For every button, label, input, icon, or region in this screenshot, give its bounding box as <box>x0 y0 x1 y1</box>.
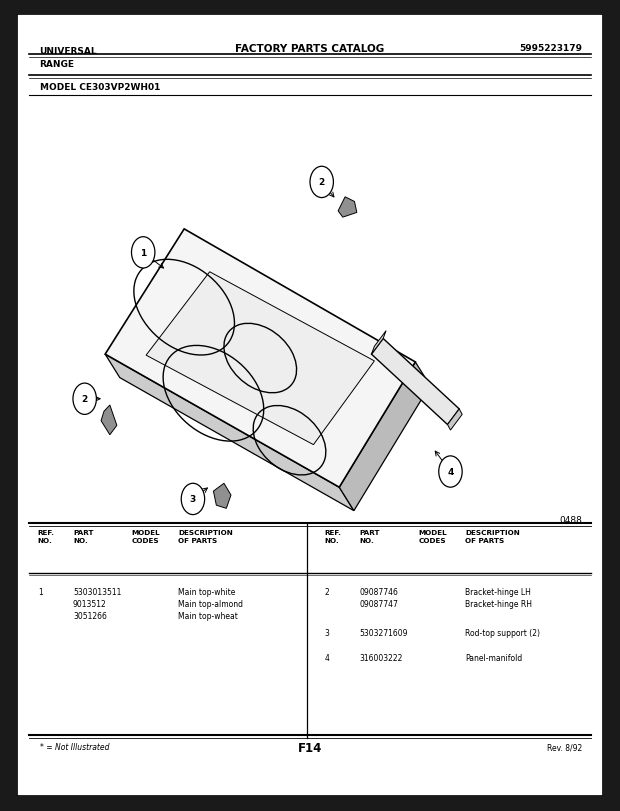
Text: 4: 4 <box>447 467 454 476</box>
Text: 5303271609: 5303271609 <box>360 629 408 637</box>
Text: 5995223179: 5995223179 <box>519 45 582 54</box>
Circle shape <box>181 483 205 515</box>
Text: 1: 1 <box>38 588 43 597</box>
Text: Rev. 8/92: Rev. 8/92 <box>547 742 582 752</box>
Text: PART
NO.: PART NO. <box>360 530 380 543</box>
Text: 4: 4 <box>325 654 329 663</box>
Text: MODEL
CODES: MODEL CODES <box>418 530 447 543</box>
Text: 0488: 0488 <box>559 515 582 524</box>
Text: 2: 2 <box>319 178 325 187</box>
Circle shape <box>131 238 155 268</box>
Polygon shape <box>146 272 374 445</box>
Polygon shape <box>213 483 231 508</box>
Text: Panel-manifold: Panel-manifold <box>465 654 522 663</box>
Text: Bracket-hinge LH
Bracket-hinge RH: Bracket-hinge LH Bracket-hinge RH <box>465 588 532 608</box>
Polygon shape <box>338 198 357 218</box>
Text: 1: 1 <box>140 248 146 258</box>
Polygon shape <box>371 331 386 354</box>
Text: 2: 2 <box>325 588 329 597</box>
Text: 5303013511
9013512
3051266: 5303013511 9013512 3051266 <box>73 588 122 620</box>
Text: REF.
NO.: REF. NO. <box>38 530 55 543</box>
Text: FACTORY PARTS CATALOG: FACTORY PARTS CATALOG <box>236 45 384 54</box>
Text: REF.
NO.: REF. NO. <box>325 530 342 543</box>
Text: 3: 3 <box>325 629 329 637</box>
Polygon shape <box>339 363 430 511</box>
Circle shape <box>439 457 462 487</box>
Text: F14: F14 <box>298 741 322 754</box>
Text: MODEL CE303VP2WH01: MODEL CE303VP2WH01 <box>40 83 160 92</box>
Polygon shape <box>371 339 459 425</box>
Circle shape <box>73 384 96 415</box>
Text: 316003222: 316003222 <box>360 654 403 663</box>
Text: DESCRIPTION
OF PARTS: DESCRIPTION OF PARTS <box>465 530 520 543</box>
Polygon shape <box>105 354 354 511</box>
Text: Rod-top support (2): Rod-top support (2) <box>465 629 540 637</box>
Polygon shape <box>448 410 462 431</box>
Text: UNIVERSAL
RANGE: UNIVERSAL RANGE <box>40 47 97 69</box>
Circle shape <box>310 167 334 199</box>
Text: 2: 2 <box>82 395 88 404</box>
Polygon shape <box>105 230 415 487</box>
Polygon shape <box>101 406 117 436</box>
Text: DESCRIPTION
OF PARTS: DESCRIPTION OF PARTS <box>179 530 233 543</box>
Text: 09087746
09087747: 09087746 09087747 <box>360 588 399 608</box>
Text: 3: 3 <box>190 495 196 504</box>
Text: PART
NO.: PART NO. <box>73 530 94 543</box>
Text: MODEL
CODES: MODEL CODES <box>131 530 160 543</box>
Text: * = Not Illustrated: * = Not Illustrated <box>40 742 109 752</box>
Text: Main top-white
Main top-almond
Main top-wheat: Main top-white Main top-almond Main top-… <box>179 588 243 620</box>
